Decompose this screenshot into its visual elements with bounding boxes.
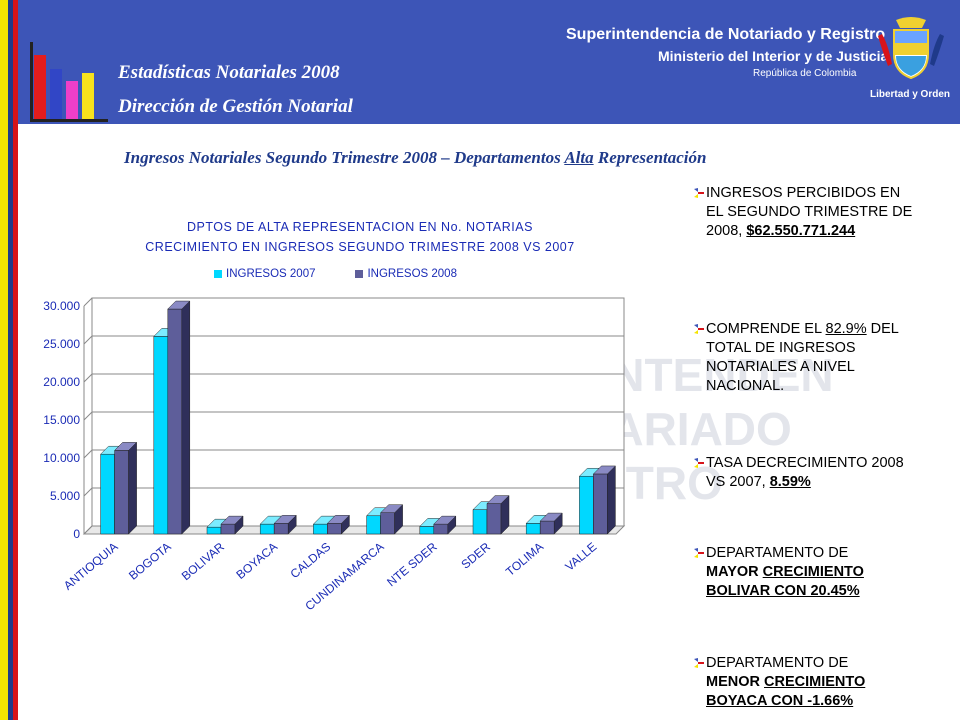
x-tick-label: BOYACA [233,540,280,582]
x-tick-label: ANTIOQUIA [61,540,121,593]
gridline-depth [83,373,93,383]
motto-text: Libertad y Orden [869,89,950,100]
note-mayor-crecimiento: DEPARTAMENTO DE MAYOR CRECIMIENTO BOLIVAR … [692,544,914,601]
stripe-blue [8,0,13,720]
note-menor-crecimiento: DEPARTAMENTO DE MENOR CRECIMIENTO BOYACA C… [692,654,914,711]
legend-swatch-2008 [355,270,364,278]
bar-2008 [113,441,138,535]
x-tick-label: SDER [458,539,493,571]
gridline-depth [83,297,93,307]
flag-stripes [0,0,18,720]
y-tick-label: 20.000 [43,375,80,389]
note-tasa: TASA DECRECIMIENTO 2008 VS 2007, 8.59% [692,454,914,492]
x-tick-label: BOLIVAR [179,539,227,583]
bar-2008 [273,514,297,535]
note-ingresos: INGRESOS PERCIBIDOS EN EL SEGUNDO TRIMES… [692,184,914,241]
x-tick-label: VALLE [562,540,599,574]
bullet-icon [694,324,704,334]
legend-label-2008: INGRESOS 2008 [367,268,457,280]
bar-2008 [592,465,617,535]
header-title: Estadísticas Notariales 2008 [118,62,340,83]
gridline-depth [83,335,93,345]
x-tick-label: NTE SDER [384,539,440,589]
bar-2008 [326,514,351,535]
header-subtitle: Dirección de Gestión Notarial [118,96,353,117]
ministry-name: Ministerio del Interior y de Justicia [658,48,889,64]
x-tick-label: TOLIMA [503,540,546,579]
bar-2008 [433,515,457,535]
bullet-icon [694,188,704,198]
gridline-depth [83,487,93,497]
bullet-icon [694,458,704,468]
x-tick-label: BOGOTA [126,540,174,583]
bullet-icon [694,548,704,558]
legend-swatch-2007 [214,270,222,278]
chart-title-line2: CRECIMIENTO EN INGRESOS SEGUNDO TRIMESTR… [145,240,575,254]
stripe-yellow [0,0,8,720]
chart-title-line1: DPTOS DE ALTA REPRESENTACION EN No. NOTA… [187,220,533,234]
gridline-depth [83,411,93,421]
y-tick-label: 10.000 [43,451,80,465]
slide-subtitle: Ingresos Notariales Segundo Trimestre 20… [124,148,707,167]
y-tick-label: 30.000 [43,299,80,313]
x-tick-label: CALDAS [288,540,334,582]
legend-item-2007: INGRESOS 2007 [214,268,315,280]
legend-item-2008: INGRESOS 2008 [355,268,457,280]
y-tick-label: 15.000 [43,413,80,427]
stripe-red [13,0,18,720]
gridline-depth [83,525,93,535]
bar-2008 [220,515,244,535]
bar-2008 [539,512,563,535]
note-porcentaje: COMPRENDE EL 82.9% DEL TOTAL DE INGRESOS… [692,320,914,396]
bullet-icon [694,658,704,668]
bar-chart-logo-icon [28,42,108,122]
country-name: República de Colombia [753,68,857,79]
chart-legend: INGRESOS 2007 INGRESOS 2008 [214,268,497,280]
bar-chart: 0 5.000 10.000 15.000 20.000 25.000 30.000 ANTI… [43,297,626,610]
y-tick-label: 0 [73,527,80,541]
coat-of-arms-icon [878,17,944,80]
y-tick-label: 25.000 [43,337,80,351]
legend-label-2007: INGRESOS 2007 [226,268,316,280]
header-banner: Estadísticas Notariales 2008 Dirección d… [18,0,960,124]
bar-2008 [486,494,510,535]
bar-2008 [379,504,404,535]
bar-2008 [167,300,191,535]
gridline-depth [83,449,93,459]
y-tick-label: 5.000 [50,489,80,503]
org-name: Superintendencia de Notariado y Registro [566,26,886,43]
